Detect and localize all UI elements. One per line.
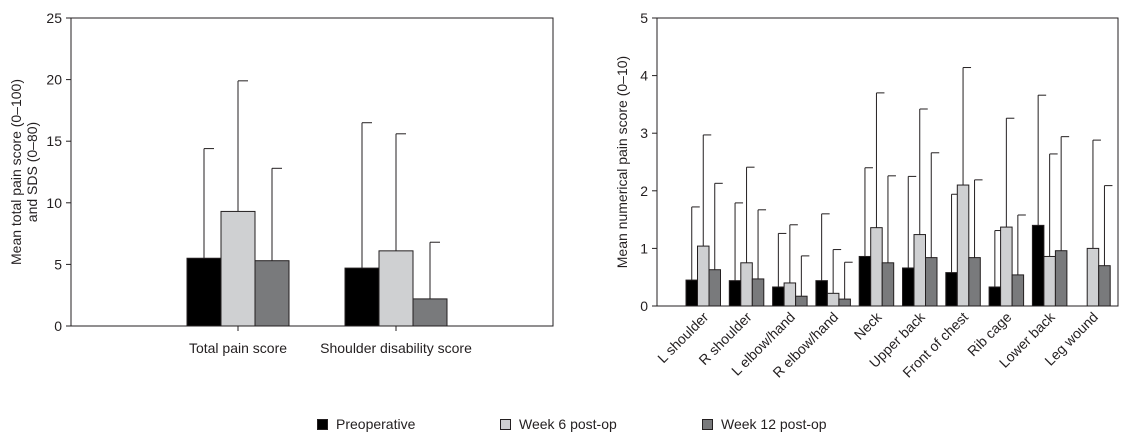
bar (254, 260, 290, 327)
y-tick-label: 5 (640, 10, 648, 26)
bar (783, 282, 797, 307)
y-axis-label: Mean total pain score (0–100) (8, 79, 24, 265)
legend-item-week6: Week 6 post-op (500, 414, 617, 434)
legend-label-preoperative: Preoperative (336, 416, 416, 432)
bar (968, 257, 981, 307)
y-tick-label: 10 (46, 195, 62, 211)
legend-label-week12: Week 12 post-op (721, 416, 827, 432)
bar (412, 298, 448, 327)
bar (751, 278, 765, 307)
bar (838, 298, 851, 307)
bar (344, 267, 380, 327)
bar (1031, 224, 1045, 307)
y-tick-label: 15 (46, 133, 62, 149)
y-tick-label: 4 (640, 68, 648, 84)
y-tick-label: 5 (54, 256, 62, 272)
bar (186, 257, 222, 327)
bar (913, 234, 926, 307)
legend: Preoperative Week 6 post-op Week 12 post… (0, 414, 1134, 434)
category-label: Neck (851, 308, 886, 343)
bar (685, 279, 698, 307)
bar (902, 267, 915, 307)
bar (378, 250, 414, 327)
plot-frame (70, 17, 554, 327)
bar (728, 280, 742, 307)
bar (220, 210, 256, 327)
bar (870, 227, 883, 307)
bar (988, 286, 1002, 307)
y-tick-label: 0 (54, 318, 62, 334)
bar (925, 257, 938, 307)
legend-swatch-week12 (702, 418, 713, 430)
legend-item-preoperative: Preoperative (317, 414, 415, 434)
chart-1: 0 5 10 15 20 25 Mean total pain score (0–100) a… (8, 10, 554, 356)
y-tick-label: 3 (640, 125, 648, 141)
y-axis-label: Mean numerical pain score (0–10) (614, 56, 630, 268)
bar (858, 255, 872, 307)
bar (881, 262, 895, 307)
bar (826, 292, 840, 307)
legend-swatch-preoperative (317, 418, 328, 430)
y-tick-label: 20 (46, 72, 62, 88)
bar (1000, 226, 1013, 307)
bar (1043, 255, 1056, 307)
legend-label-week6: Week 6 post-op (519, 416, 617, 432)
bar (1098, 265, 1111, 307)
bar (956, 184, 970, 307)
bar (740, 262, 753, 307)
category-label: Total pain score (189, 340, 287, 356)
bar (708, 269, 721, 307)
y-axis-label: and SDS (0–80) (24, 122, 40, 222)
bar (945, 272, 958, 307)
bar (1086, 247, 1100, 307)
bar (772, 286, 785, 307)
bar (697, 245, 710, 307)
category-label: Shoulder disability score (320, 340, 472, 356)
bar (815, 280, 828, 307)
y-tick-label: 2 (640, 183, 648, 199)
y-tick-label: 1 (640, 240, 648, 256)
legend-swatch-week6 (500, 418, 511, 430)
bar (1054, 250, 1068, 307)
legend-item-week12: Week 12 post-op (702, 414, 827, 434)
y-tick-label: 0 (640, 298, 648, 314)
bar (795, 295, 808, 307)
bar (1011, 274, 1025, 307)
y-tick-label: 25 (46, 10, 62, 26)
